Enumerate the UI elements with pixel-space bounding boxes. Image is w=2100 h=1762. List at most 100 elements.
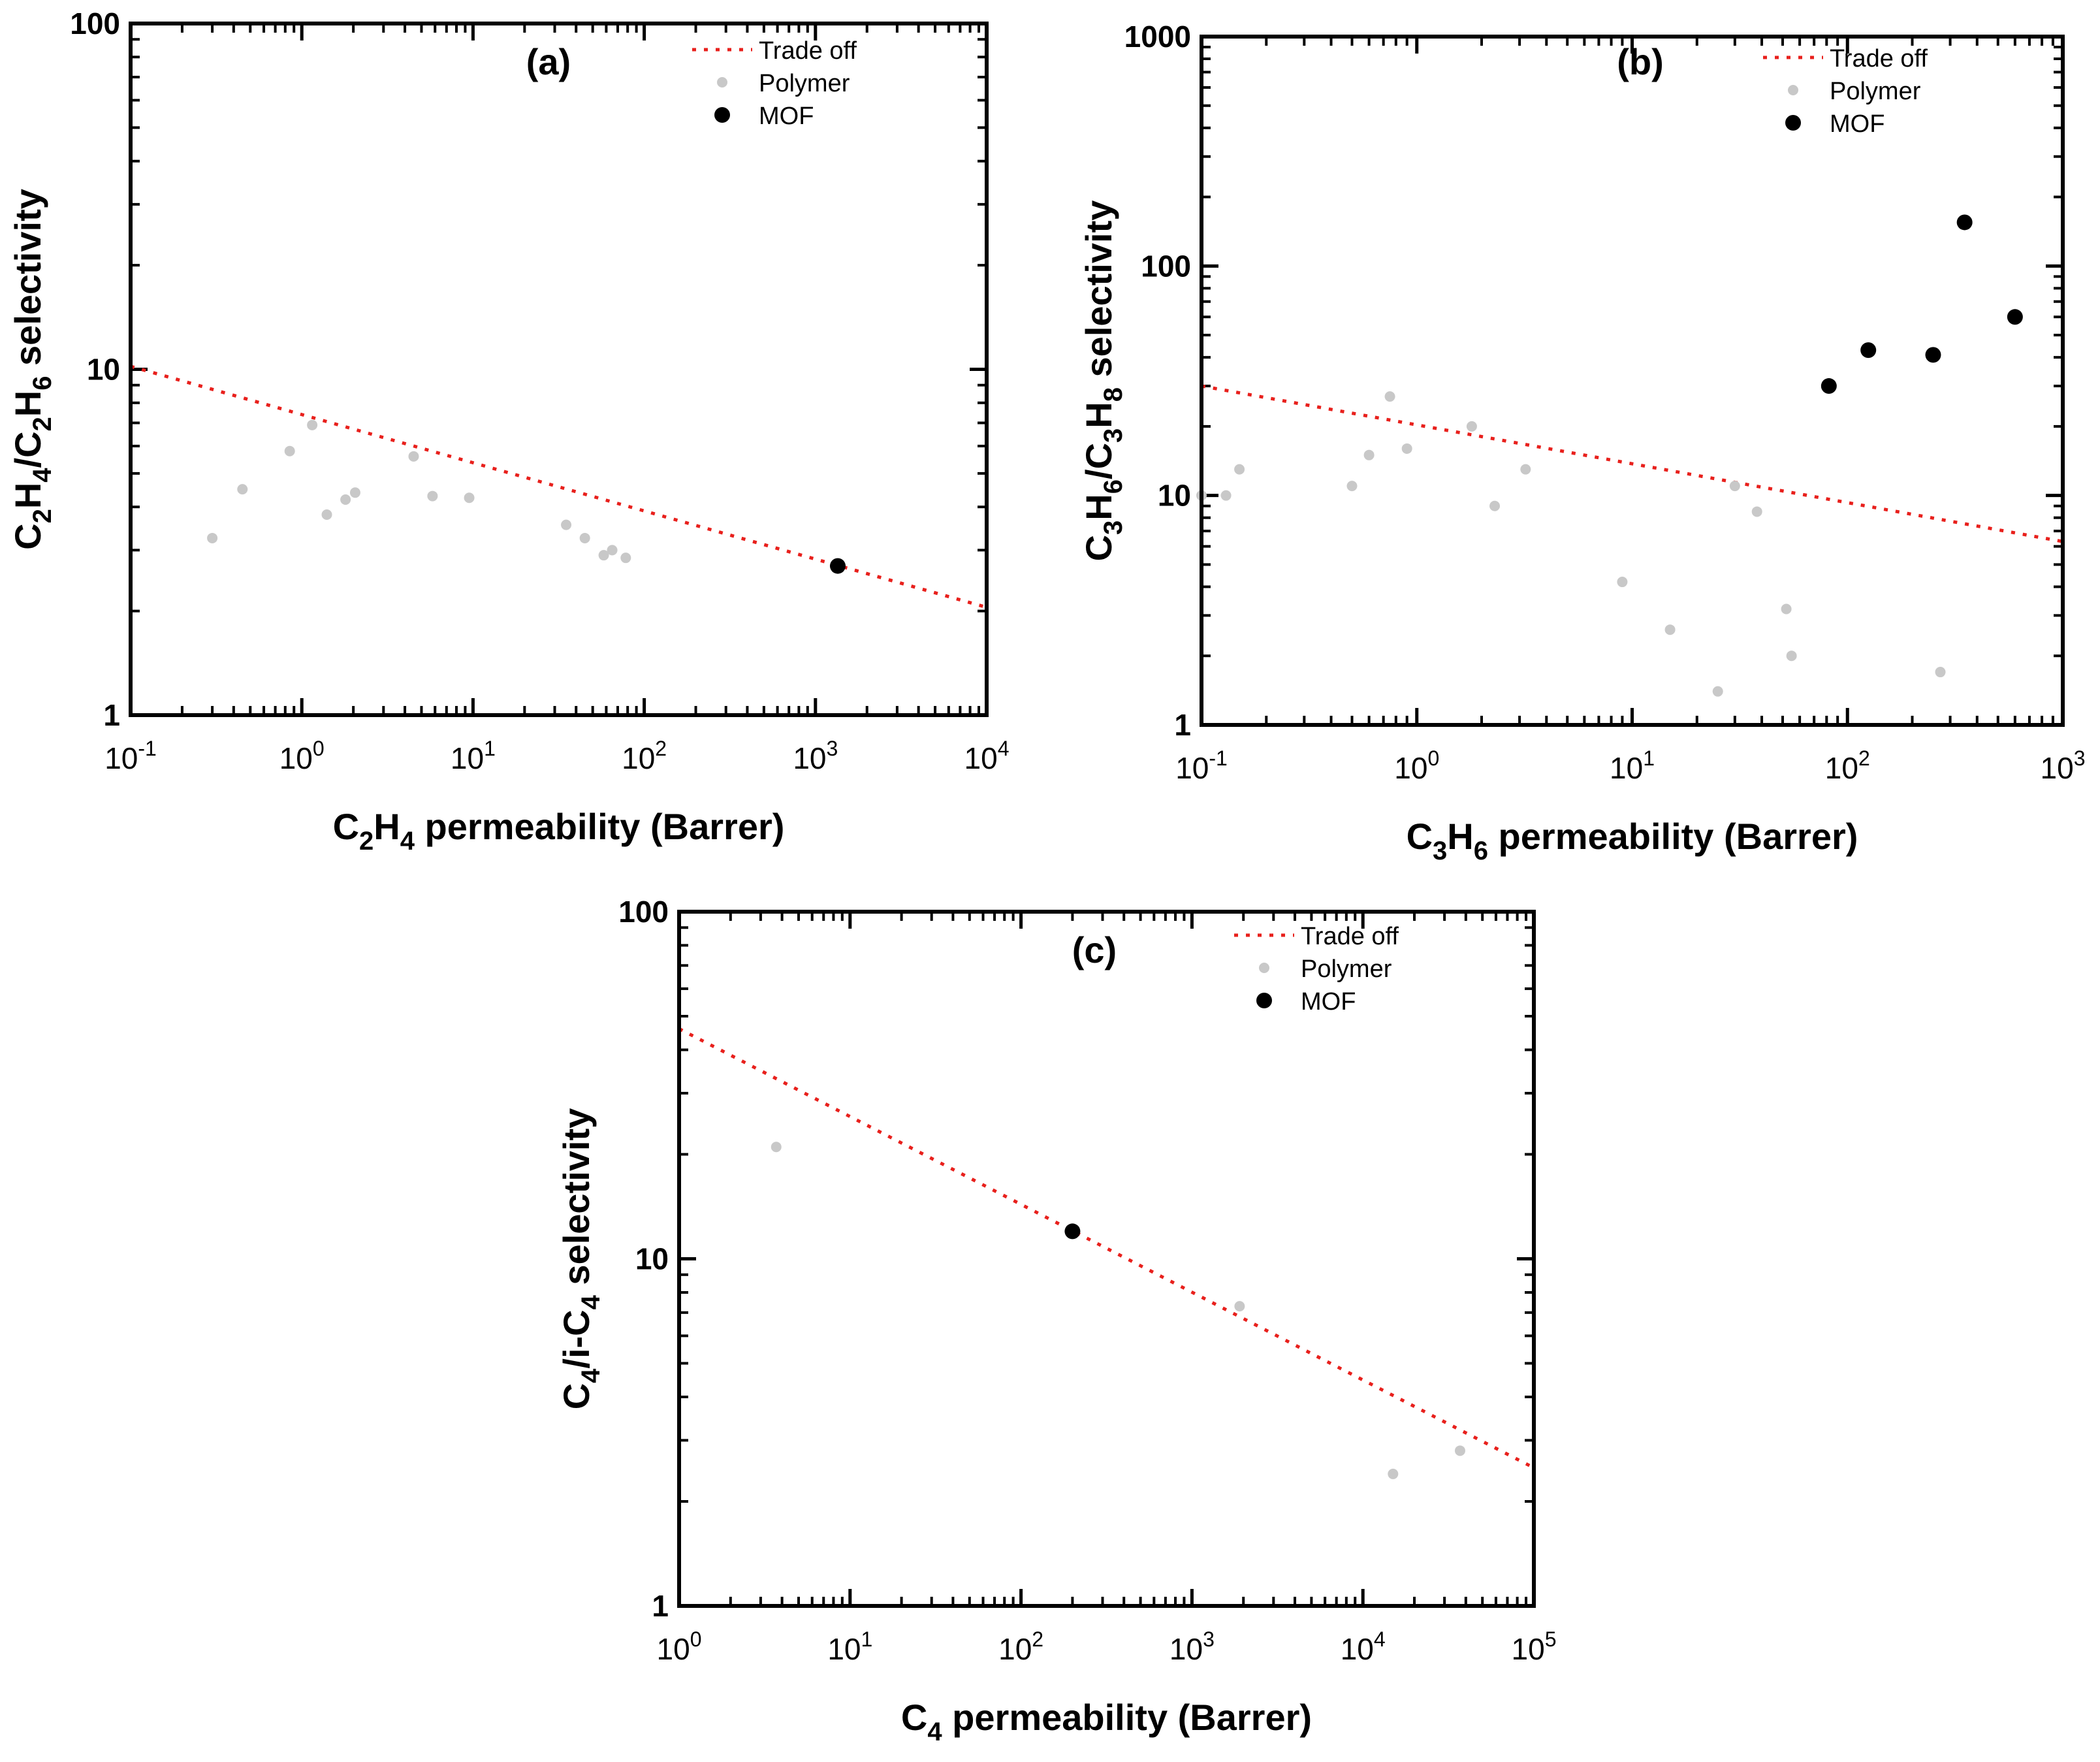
legend-trade-off-label: Trade off [1830, 45, 1928, 72]
panel-label: (a) [526, 41, 571, 82]
legend-mof-label: MOF [759, 103, 814, 130]
y-axis-title-part: selectivity [1078, 200, 1119, 387]
plot-frame [677, 910, 1536, 1608]
x-tick-label: 100 [657, 1627, 702, 1666]
x-axis-title: C4 permeability (Barrer) [901, 1697, 1312, 1746]
y-axis-title-part: 6 [28, 376, 57, 391]
x-tick-base: 10 [1512, 1632, 1545, 1666]
trade-off-line [1201, 384, 2063, 543]
y-axis-title-part: selectivity [556, 1108, 597, 1295]
polymer-point [598, 550, 609, 561]
x-tick-label: 10-1 [104, 737, 157, 775]
x-tick-base: 10 [279, 741, 313, 775]
y-axis-title-part: selectivity [7, 189, 48, 376]
y-axis-title-part: 4 [28, 468, 57, 483]
x-tick-label: 101 [1610, 746, 1655, 785]
x-tick-label: 103 [793, 737, 838, 775]
x-tick-base: 10 [1825, 751, 1858, 785]
polymer-point [427, 490, 438, 502]
x-axis-title-part: 4 [400, 827, 415, 856]
x-tick-base: 10 [1610, 751, 1643, 785]
polymer-point [464, 492, 475, 504]
mof-point [829, 558, 846, 574]
x-tick-base: 10 [622, 741, 655, 775]
x-tick-base: 10 [964, 741, 998, 775]
x-axis-title-part: 4 [927, 1718, 942, 1746]
polymer-point [1617, 577, 1628, 588]
y-tick-label: 100 [1141, 249, 1191, 283]
y-axis-title-part: 6 [1099, 479, 1128, 494]
x-tick-base: 10 [1169, 1632, 1203, 1666]
legend-mof-label: MOF [1301, 988, 1356, 1016]
x-axis-title: C3H6 permeability (Barrer) [1407, 816, 1858, 865]
y-tick-label: 1 [103, 698, 120, 732]
polymer-point [1363, 449, 1375, 460]
x-tick-exponent: 2 [1032, 1627, 1043, 1651]
polymer-point [561, 519, 572, 530]
polymer-point [1384, 391, 1395, 402]
legend-polymer-label: Polymer [1830, 78, 1921, 105]
mof-point [1925, 347, 1941, 363]
x-axis-title-part: 6 [1474, 837, 1488, 865]
polymer-point [1401, 443, 1412, 454]
x-axis-title: C2H4 permeability (Barrer) [333, 806, 785, 856]
y-axis-title: C4/i-C4 selectivity [556, 1108, 605, 1410]
x-tick-exponent: 0 [1427, 746, 1439, 770]
polymer-point [1220, 490, 1232, 501]
y-axis-title: C2H4/C2H6 selectivity [7, 189, 57, 550]
legend-polymer-marker [717, 77, 727, 88]
y-axis-title-part: C [556, 1383, 597, 1409]
y-axis-title-part: H [1078, 494, 1119, 520]
polymer-point [1751, 506, 1762, 517]
x-axis-title-part: C [901, 1697, 927, 1738]
legend-polymer-marker [1788, 85, 1798, 95]
x-tick-label: 104 [964, 737, 1010, 775]
polymer-point [1234, 464, 1245, 475]
x-tick-exponent: 3 [1203, 1627, 1215, 1651]
x-tick-exponent: 1 [484, 737, 496, 760]
y-axis-title-part: /C [7, 431, 48, 468]
mof-point [1860, 342, 1877, 359]
trade-off-line [678, 1027, 1535, 1469]
x-tick-base: 10 [1341, 1632, 1374, 1666]
legend-mof-marker [1785, 115, 1801, 131]
polymer-point [207, 532, 218, 543]
y-tick-label: 10 [87, 353, 120, 387]
y-tick-label: 100 [618, 895, 669, 929]
x-tick-base: 10 [1394, 751, 1427, 785]
x-tick-exponent: 0 [690, 1627, 702, 1651]
legend-polymer-marker [1259, 963, 1269, 973]
polymer-point [1454, 1445, 1465, 1456]
y-axis-title-part: H [1078, 402, 1119, 428]
polymer-point [579, 532, 590, 543]
x-axis-title-part: C [333, 806, 359, 847]
y-tick-label: 1000 [1124, 20, 1191, 54]
y-tick-label: 1 [1174, 708, 1191, 742]
x-tick-exponent: -1 [138, 737, 156, 760]
polymer-point [1729, 481, 1740, 492]
legend-mof-marker [1256, 993, 1272, 1008]
y-axis-title-part: H [7, 391, 48, 417]
x-tick-label: 10-1 [1175, 746, 1228, 785]
x-tick-label: 101 [827, 1627, 872, 1666]
x-tick-exponent: -1 [1209, 746, 1227, 770]
y-axis-title-part: 2 [28, 509, 57, 523]
legend-trade-off-label: Trade off [1301, 923, 1399, 950]
x-axis-title-part: permeability (Barrer) [1488, 816, 1858, 857]
polymer-point [340, 494, 351, 505]
polymer-point [607, 545, 618, 556]
polymer-point [321, 509, 332, 521]
x-tick-exponent: 2 [655, 737, 667, 760]
x-tick-base: 10 [793, 741, 826, 775]
polymer-point [1664, 624, 1676, 635]
legend-polymer-label: Polymer [1301, 955, 1392, 983]
polymer-point [307, 419, 318, 430]
polymer-point [1489, 500, 1501, 511]
y-axis-title-part: 8 [1099, 387, 1128, 402]
x-tick-base: 10 [451, 741, 484, 775]
x-axis-title-part: H [1447, 816, 1473, 857]
x-tick-exponent: 4 [998, 737, 1010, 760]
x-tick-label: 101 [451, 737, 496, 775]
mof-point [1956, 214, 1973, 231]
